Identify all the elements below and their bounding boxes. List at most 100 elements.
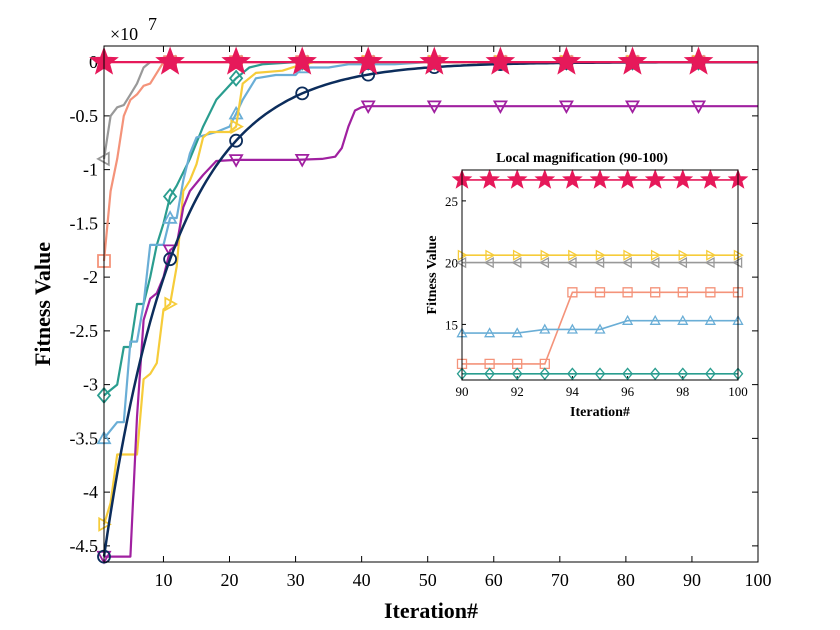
series-red-marker bbox=[287, 46, 317, 75]
series-red-marker bbox=[419, 46, 450, 75]
inset-area bbox=[462, 170, 738, 380]
inset-title: Local magnification (90-100) bbox=[496, 151, 668, 166]
inset-salmon-marker bbox=[705, 287, 716, 298]
series-navy-marker bbox=[295, 86, 310, 101]
series-purple-line bbox=[104, 105, 758, 558]
series-red-marker bbox=[155, 46, 185, 75]
inset-frame bbox=[461, 169, 739, 381]
inset-x-tick-label: 96 bbox=[621, 384, 635, 399]
inset-teal-marker bbox=[484, 367, 495, 381]
inset-gray-marker bbox=[538, 256, 550, 269]
y-tick-label: 0 bbox=[89, 52, 98, 72]
series-red-marker bbox=[617, 46, 648, 75]
inset-salmon-line bbox=[462, 291, 738, 365]
series-yellow-marker bbox=[98, 516, 112, 532]
inset-lightblue-marker bbox=[594, 323, 606, 334]
inset-yellow-marker bbox=[706, 249, 717, 261]
series-purple-marker bbox=[690, 100, 707, 115]
inset-teal-marker bbox=[649, 367, 661, 381]
inset-x-axis-label: Iteration# bbox=[570, 405, 630, 420]
series-purple-marker bbox=[426, 100, 442, 115]
inset-teal-marker bbox=[567, 367, 578, 381]
inset-gray-marker bbox=[649, 256, 660, 269]
inset-yellow-marker bbox=[568, 249, 579, 261]
y-tick-label: -4 bbox=[83, 482, 98, 502]
y-tick-label: -3 bbox=[83, 375, 98, 395]
inset-red-marker bbox=[700, 169, 721, 189]
x-tick-label: 10 bbox=[154, 570, 172, 590]
inset-salmon-marker bbox=[484, 358, 495, 370]
inset-lightblue-marker bbox=[511, 327, 523, 338]
x-tick-label: 60 bbox=[485, 570, 503, 590]
inset-yellow-marker bbox=[540, 249, 551, 261]
series-salmon-marker bbox=[97, 254, 111, 268]
inset-lightblue-marker bbox=[621, 314, 634, 325]
inset-lightblue-marker bbox=[539, 323, 551, 334]
inset-teal-marker bbox=[539, 367, 551, 381]
inset-yellow-marker bbox=[678, 249, 689, 261]
y-tick-label: -0.5 bbox=[70, 106, 99, 126]
series-lightblue-marker bbox=[162, 210, 178, 224]
inset-x-tick-label: 90 bbox=[456, 384, 469, 399]
series-red-marker bbox=[353, 46, 384, 75]
inset-y-tick-label: 15 bbox=[445, 317, 458, 332]
inset-teal-marker bbox=[705, 367, 716, 381]
inset-gray-marker bbox=[511, 256, 522, 269]
inset-yellow-marker bbox=[595, 249, 606, 261]
inset-salmon-marker bbox=[539, 358, 550, 370]
y-tick-label: -4.5 bbox=[70, 536, 99, 556]
inset-x-tick-label: 98 bbox=[676, 384, 689, 399]
inset-red-marker bbox=[506, 169, 528, 189]
inset-yellow-marker bbox=[512, 249, 524, 261]
inset-lightblue-marker bbox=[483, 327, 496, 338]
x-tick-label: 20 bbox=[221, 570, 239, 590]
inset-lightblue-marker bbox=[704, 314, 717, 325]
inset-yellow-marker bbox=[485, 249, 496, 261]
inset-teal-marker bbox=[594, 367, 606, 381]
inset-salmon-marker bbox=[594, 287, 606, 298]
inset-salmon-marker bbox=[732, 287, 744, 298]
inset-gray-marker bbox=[621, 256, 632, 269]
series-yellow-line bbox=[102, 61, 758, 525]
inset-x-tick-label: 94 bbox=[566, 384, 580, 399]
inset-teal-marker bbox=[511, 367, 523, 381]
series-red-marker bbox=[683, 46, 714, 75]
series-purple-marker bbox=[228, 154, 244, 168]
inset-lightblue-line bbox=[462, 319, 738, 334]
series-salmon-line bbox=[102, 61, 758, 262]
series-navy-marker bbox=[163, 252, 178, 267]
inset-red-marker bbox=[589, 169, 611, 189]
series-yellow-marker bbox=[164, 296, 178, 312]
y-axis-label: Fitness Value bbox=[30, 242, 55, 366]
inset-yellow-marker bbox=[623, 249, 634, 261]
x-tick-label: 30 bbox=[287, 570, 305, 590]
series-purple-marker bbox=[558, 100, 574, 115]
inset-red-marker bbox=[562, 169, 583, 189]
series-teal-marker bbox=[162, 187, 178, 206]
y-exponent-label: ×10 bbox=[110, 24, 138, 44]
inset-teal-marker bbox=[622, 367, 633, 381]
inset-gray-marker bbox=[676, 256, 688, 269]
inset-salmon-marker bbox=[677, 287, 688, 298]
y-tick-label: -3.5 bbox=[70, 428, 99, 448]
series-gray-line bbox=[102, 61, 758, 160]
inset-plot: 90 92 94 96 98 100 15 20 25 Local magnification (… bbox=[425, 151, 749, 420]
inset-gray-marker bbox=[594, 256, 605, 269]
inset-salmon-marker bbox=[622, 287, 633, 298]
plot-frame bbox=[103, 45, 759, 563]
y-tick-label: -2 bbox=[83, 267, 98, 287]
inset-red-marker bbox=[672, 169, 694, 189]
inset-gray-marker bbox=[483, 256, 494, 269]
series-teal-marker bbox=[228, 69, 244, 87]
inset-salmon-marker bbox=[456, 358, 468, 370]
inset-teal-marker bbox=[677, 367, 689, 381]
series-red-marker bbox=[485, 46, 516, 75]
inset-red-marker bbox=[644, 169, 666, 189]
inset-red-marker bbox=[617, 169, 638, 189]
inset-y-tick-label: 20 bbox=[445, 256, 458, 271]
series-purple-marker bbox=[492, 100, 508, 115]
inset-y-axis-label: Fitness Value bbox=[425, 236, 440, 315]
x-tick-label: 90 bbox=[683, 570, 701, 590]
inset-x-tick-label: 100 bbox=[728, 384, 748, 399]
